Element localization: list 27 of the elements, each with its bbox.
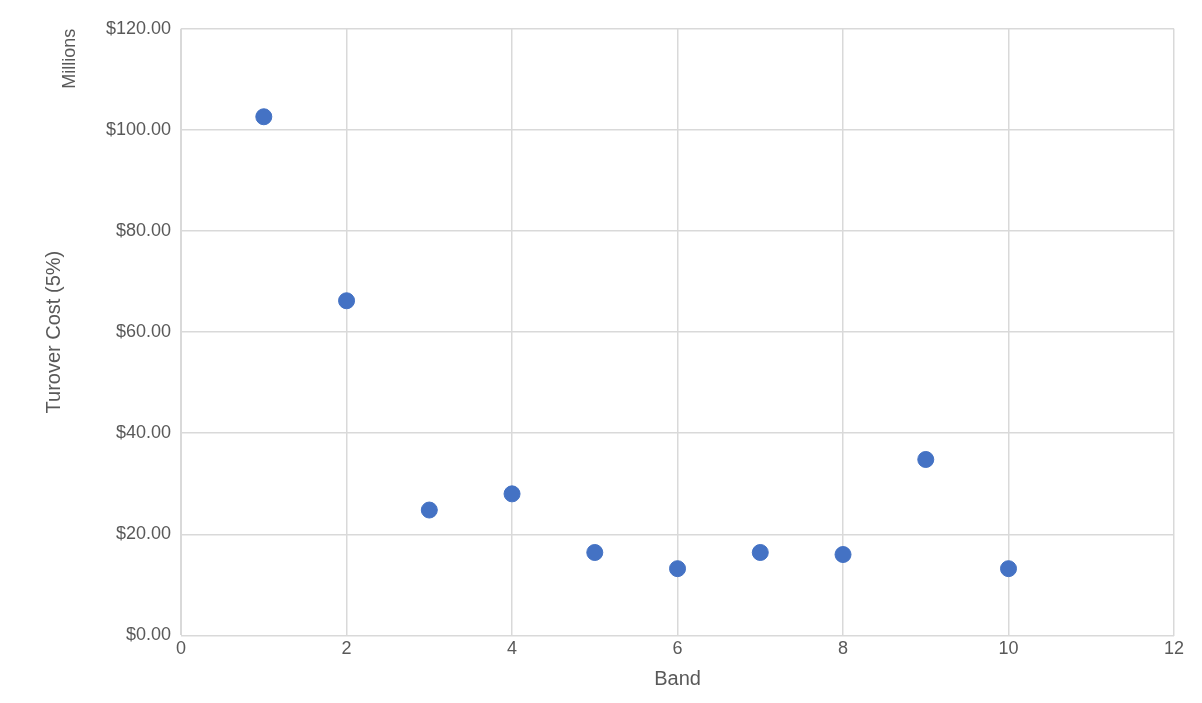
x-axis-title: Band bbox=[654, 666, 701, 689]
x-tick-label: 12 bbox=[1163, 638, 1185, 659]
point bbox=[1000, 560, 1018, 578]
point bbox=[834, 546, 852, 564]
y-tick-label: $80.00 bbox=[116, 219, 172, 240]
y-tick-label: $120.00 bbox=[105, 17, 172, 38]
y-tick-label: $40.00 bbox=[116, 422, 172, 443]
y-tick-label: $60.00 bbox=[116, 321, 172, 342]
x-tick-label: 0 bbox=[176, 638, 187, 659]
x-tick-label: 4 bbox=[507, 638, 518, 659]
point bbox=[917, 450, 935, 468]
point bbox=[255, 108, 273, 126]
point bbox=[420, 501, 438, 519]
point bbox=[751, 544, 769, 561]
y-tick-label: $100.00 bbox=[105, 118, 172, 139]
x-tick-label: 10 bbox=[998, 638, 1019, 659]
point bbox=[586, 544, 604, 561]
y-tick-label: $20.00 bbox=[116, 523, 172, 544]
point bbox=[503, 485, 521, 503]
x-tick-label: 6 bbox=[672, 638, 683, 659]
point bbox=[669, 560, 687, 578]
y-axis-title: Turover Cost (5%) bbox=[41, 250, 64, 414]
x-tick-label: 8 bbox=[838, 638, 849, 659]
text: Millions bbox=[59, 28, 80, 89]
point bbox=[338, 292, 356, 310]
x-tick-label: 2 bbox=[341, 638, 352, 659]
y-tick-label: $0.00 bbox=[126, 624, 172, 645]
